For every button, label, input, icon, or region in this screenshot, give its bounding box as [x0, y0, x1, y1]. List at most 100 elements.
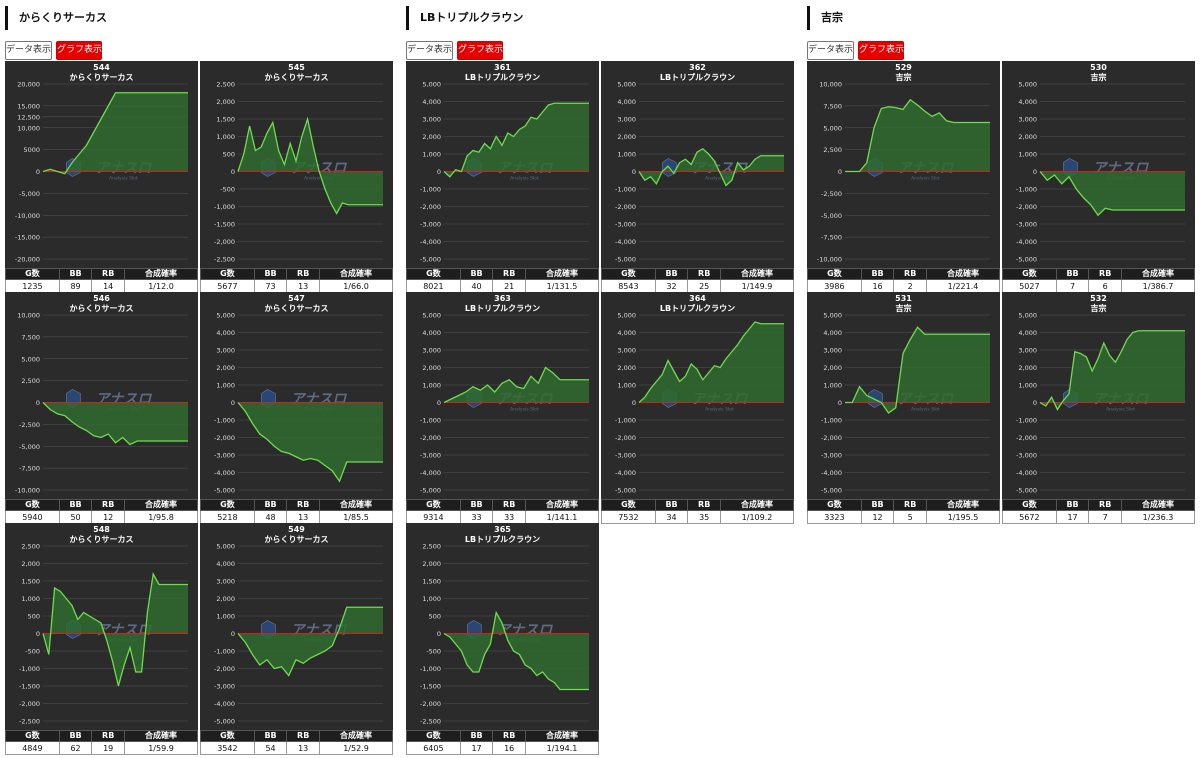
slump-graph: 544 からくりサーカス 20,000 15,000 12,500 10,000 5000 0… [5, 61, 198, 268]
bb-count: 32 [654, 279, 689, 293]
games-header: G数 [807, 268, 862, 280]
y-tick-label: 2,000 [1018, 364, 1037, 372]
stats-header-row: G数 BB RB 合成確率 [200, 730, 393, 742]
stats-header-row: G数 BB RB 合成確率 [5, 499, 198, 511]
series-area [43, 92, 188, 174]
y-tick-label: -2,500 [214, 256, 235, 264]
watermark-subtext: Analysis Slot [911, 407, 940, 413]
y-tick-label: 5,000 [823, 312, 842, 320]
slump-graph: 362 LBトリプルクラウン 5,000 4,000 3,000 2,000 1,000 0 -… [601, 61, 794, 268]
combined-rate: 1/141.1 [525, 510, 599, 524]
y-tick-label: -2,000 [615, 434, 636, 442]
rb-header: RB [492, 499, 526, 511]
bb-header: BB [459, 730, 494, 742]
data-view-button[interactable]: データ表示 [406, 41, 453, 60]
y-tick-label: 2,000 [1018, 133, 1037, 141]
rate-header: 合成確率 [124, 499, 198, 511]
series-area [444, 612, 589, 690]
y-tick-label: 1,500 [21, 578, 40, 586]
y-tick-label: 5,000 [422, 312, 441, 320]
stats-header-row: G数 BB RB 合成確率 [5, 730, 198, 742]
y-tick-label: 0 [838, 399, 842, 407]
series-area [444, 367, 589, 403]
bb-header: BB [58, 730, 93, 742]
combined-rate: 1/194.1 [525, 741, 599, 755]
game-count: 5218 [200, 510, 255, 524]
y-tick-label: -3,000 [1016, 221, 1037, 229]
slump-graph: 546 からくりサーカス 10,000 7,500 5,000 2,500 0 -2,500 -… [5, 292, 198, 499]
machine-number: 531 [895, 294, 912, 303]
series-line [443, 102, 589, 178]
rb-header: RB [1088, 268, 1122, 280]
graph-view-button[interactable]: グラフ表示 [56, 41, 102, 60]
data-view-button[interactable]: データ表示 [807, 41, 854, 60]
y-tick-label: 1,000 [216, 382, 235, 390]
y-tick-label: -500 [25, 648, 40, 656]
bb-header: BB [1055, 499, 1090, 511]
y-tick-label: 3,000 [216, 578, 235, 586]
machine-name: LBトリプルクラウン [465, 534, 540, 544]
rb-header: RB [91, 499, 125, 511]
graph-view-button[interactable]: グラフ表示 [457, 41, 503, 60]
stats-row: 5218 48 13 1/85.5 [200, 510, 393, 524]
y-tick-label: 0 [36, 399, 40, 407]
stats-row: 8021 40 21 1/131.5 [406, 279, 599, 293]
y-tick-label: -1,000 [1016, 417, 1037, 425]
rate-header: 合成確率 [1121, 268, 1195, 280]
y-tick-label: 1,000 [1018, 151, 1037, 159]
y-tick-label: -10,000 [15, 487, 40, 495]
y-tick-label: 5,000 [216, 312, 235, 320]
rate-header: 合成確率 [319, 499, 393, 511]
y-tick-label: -2,000 [420, 434, 441, 442]
stats-header-row: G数 BB RB 合成確率 [406, 499, 599, 511]
y-tick-label: -3,000 [214, 452, 235, 460]
rb-header: RB [1088, 499, 1122, 511]
data-view-button[interactable]: データ表示 [5, 41, 52, 60]
series-line [638, 147, 784, 187]
y-tick-label: -4,000 [1016, 469, 1037, 477]
slump-graph: 548 からくりサーカス 2,500 2,000 1,500 1,000 500 0 -500 -… [5, 523, 198, 730]
y-tick-label: 3,000 [1018, 116, 1037, 124]
bb-count: 16 [860, 279, 895, 293]
y-tick-label: -1,000 [1016, 186, 1037, 194]
machine-number: 547 [288, 294, 305, 303]
y-tick-label: -7,500 [19, 465, 40, 473]
y-tick-label: 0 [231, 399, 235, 407]
y-tick-label: 5,000 [422, 81, 441, 89]
y-tick-label: -5,000 [214, 487, 235, 495]
machine-name: からくりサーカス [70, 535, 134, 544]
y-tick-label: -5,000 [821, 212, 842, 220]
rb-header: RB [91, 730, 125, 742]
y-tick-label: -500 [426, 648, 441, 656]
y-tick-label: 10,000 [819, 81, 842, 89]
rate-header: 合成確率 [525, 268, 599, 280]
rb-count: 2 [893, 279, 927, 293]
bb-count: 73 [253, 279, 288, 293]
y-tick-label: 500 [429, 613, 441, 621]
stats-header-row: G数 BB RB 合成確率 [807, 268, 1000, 280]
bb-header: BB [459, 268, 494, 280]
watermark-subtext: Analysis Slot [304, 176, 333, 182]
rb-count: 12 [91, 510, 125, 524]
watermark-subtext: Analysis Slot [109, 176, 138, 182]
graph-view-button[interactable]: グラフ表示 [858, 41, 904, 60]
y-tick-label: 2,000 [617, 133, 636, 141]
machine-panel: 362 LBトリプルクラウン 5,000 4,000 3,000 2,000 1,000 0 -… [601, 61, 794, 293]
machine-name: LBトリプルクラウン [465, 72, 540, 82]
stats-table: G数 BB RB 合成確率 5940 50 12 1/95.8 [5, 499, 198, 524]
stats-header-row: G数 BB RB 合成確率 [1002, 268, 1195, 280]
combined-rate: 1/131.5 [525, 279, 599, 293]
y-tick-label: -1,500 [19, 683, 40, 691]
games-header: G数 [406, 268, 461, 280]
rb-header: RB [286, 268, 320, 280]
y-tick-label: -1,000 [821, 417, 842, 425]
combined-rate: 1/195.5 [926, 510, 1000, 524]
y-tick-label: 2,000 [823, 364, 842, 372]
y-tick-label: 4,000 [422, 329, 441, 337]
machine-number: 530 [1090, 63, 1107, 72]
y-tick-label: -2,000 [821, 434, 842, 442]
y-tick-label: 1,500 [422, 578, 441, 586]
y-tick-label: 1,000 [422, 151, 441, 159]
y-tick-label: 7,500 [823, 102, 842, 110]
